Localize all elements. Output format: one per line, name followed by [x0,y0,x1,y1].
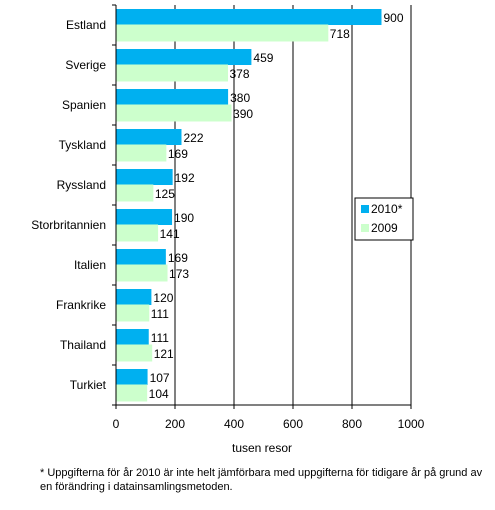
bar-series1 [116,49,252,65]
data-label: 169 [168,251,188,265]
data-label: 173 [169,267,189,281]
bar-series1 [116,369,148,385]
data-label: 900 [384,11,404,25]
data-label: 378 [230,67,250,81]
data-label: 104 [149,387,169,401]
data-label: 390 [233,107,253,121]
data-label: 190 [174,211,194,225]
x-tick-label: 200 [165,417,185,431]
data-label: 107 [150,371,170,385]
data-label: 169 [168,147,188,161]
x-tick-label: 600 [283,417,303,431]
bar-series2 [115,384,148,402]
bar-series2 [115,264,168,282]
bar-series2 [115,344,153,362]
category-label: Turkiet [70,378,107,392]
data-label: 459 [253,51,273,65]
category-label: Italien [74,258,106,272]
bar-series2 [115,64,229,82]
legend-label: 2010* [371,202,403,216]
x-tick-label: 1000 [398,417,425,431]
category-label: Storbritannien [31,218,106,232]
bar-series2 [115,184,154,202]
category-label: Frankrike [56,298,106,312]
bar-series2 [115,104,232,122]
bar-series1 [116,209,173,225]
bar-series1 [116,89,229,105]
footnote: * Uppgifterna för år 2010 är inte helt j… [40,467,483,493]
bar-series1 [116,9,382,25]
category-label: Tyskland [59,138,106,152]
data-label: 121 [154,347,174,361]
data-label: 111 [151,331,170,345]
category-label: Spanien [62,98,106,112]
x-tick-label: 0 [113,417,120,431]
data-label: 111 [151,307,170,321]
bar-series1 [116,169,173,185]
bar-series2 [115,144,167,162]
data-label: 192 [175,171,195,185]
data-label: 222 [183,131,203,145]
bar-series1 [116,249,166,265]
bar-series2 [115,304,150,322]
data-label: 141 [160,227,180,241]
bars [115,9,382,402]
axes [112,4,412,409]
bar-series1 [116,289,152,305]
category-label: Ryssland [57,178,106,192]
x-tick-label: 400 [224,417,244,431]
category-label: Sverige [65,58,106,72]
data-label: 380 [230,91,250,105]
data-label: 125 [155,187,175,201]
legend-swatch [361,205,369,213]
bar-series2 [115,224,159,242]
x-tick-label: 800 [342,417,362,431]
bar-series1 [116,129,182,145]
category-label: Thailand [60,338,106,352]
bar-series1 [116,329,149,345]
x-axis-title: tusen resor [232,441,292,455]
bar-series2 [115,24,329,42]
legend-swatch [361,224,369,232]
legend: 2010* 2009 [354,197,414,241]
legend-label: 2009 [371,221,398,235]
category-label: Estland [66,18,106,32]
data-label: 120 [153,291,173,305]
data-label: 718 [330,27,350,41]
